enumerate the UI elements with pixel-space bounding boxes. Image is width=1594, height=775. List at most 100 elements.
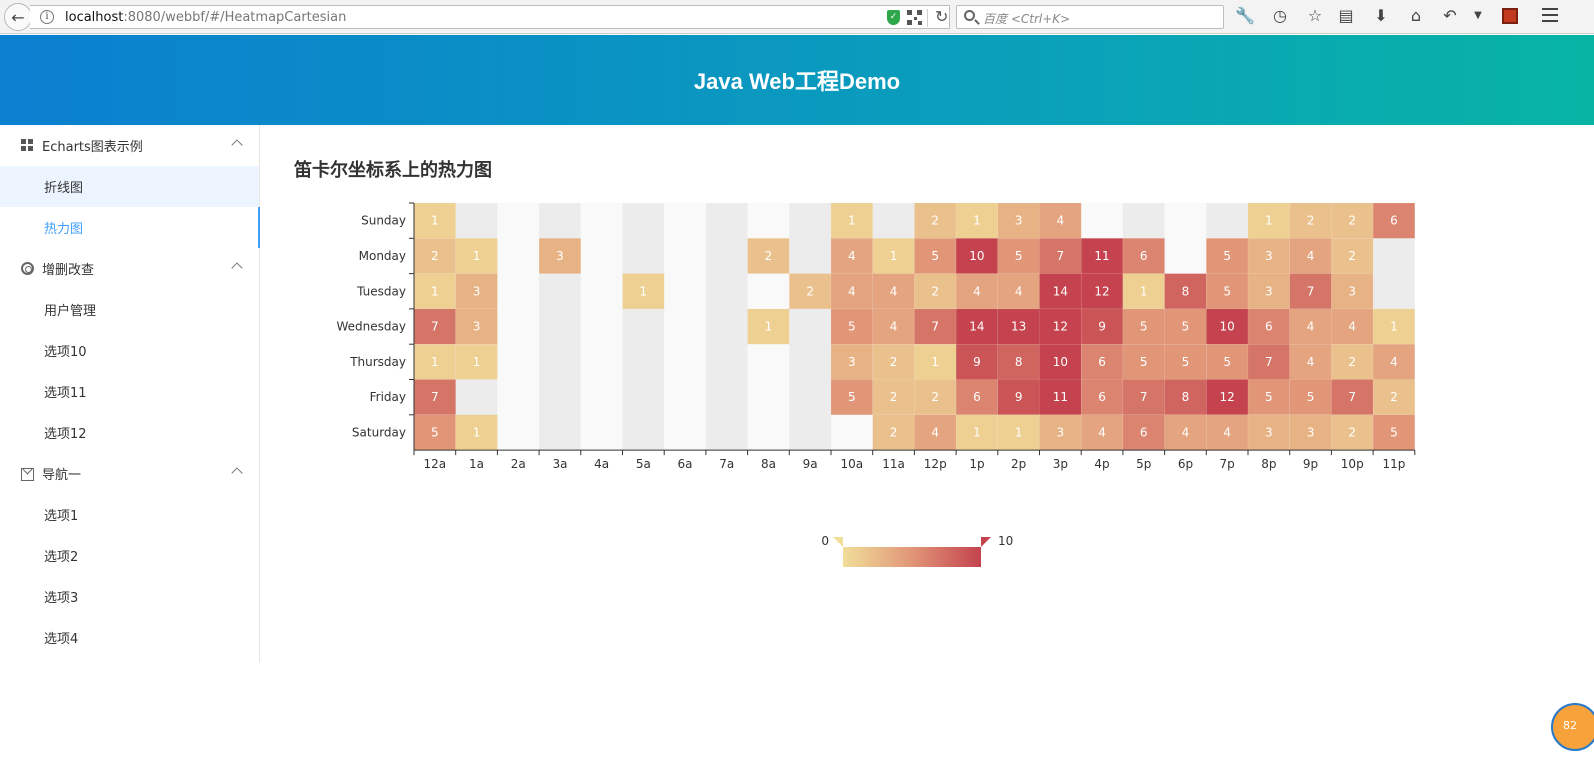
cell-label: 5	[1265, 390, 1273, 404]
cell-label: 5	[931, 249, 939, 263]
back-arrow-icon[interactable]: ←	[4, 3, 32, 31]
cell-label: 2	[806, 284, 814, 298]
heatmap-cell	[997, 202, 1040, 239]
cell-label: 11	[1053, 390, 1068, 404]
dropdown-arrow-icon[interactable]: ▼	[1474, 10, 1482, 21]
cell-label: 5	[1140, 355, 1148, 369]
heatmap-cell	[1331, 308, 1374, 345]
addon-icon[interactable]	[1502, 8, 1518, 24]
menu-group-crud[interactable]: 增删改查	[0, 248, 259, 289]
cell-label: 4	[890, 284, 898, 298]
x-tick-label: 9p	[1303, 457, 1318, 471]
cell-label: 3	[1265, 425, 1273, 439]
cell-label: 5	[1223, 355, 1231, 369]
heatmap-cell	[1247, 379, 1290, 416]
menu-item-user-management[interactable]: 用户管理	[0, 289, 259, 330]
y-tick-label: Friday	[370, 390, 406, 404]
cell-label: 3	[1057, 425, 1065, 439]
heatmap-cell	[1372, 343, 1416, 380]
menu-item-option1[interactable]: 选项1	[0, 494, 259, 535]
search-bar[interactable]: 百度 <Ctrl+K>	[956, 5, 1224, 29]
undo-icon[interactable]: ↶	[1443, 6, 1457, 25]
menu-item-heatmap[interactable]: 热力图	[0, 207, 260, 248]
cell-label: 6	[1140, 249, 1148, 263]
heatmap-cell	[1164, 308, 1207, 345]
cell-label: 2	[1348, 425, 1356, 439]
cell-label: 2	[931, 284, 939, 298]
cell-label: 5	[1015, 249, 1023, 263]
hamburger-menu-icon[interactable]	[1542, 8, 1558, 22]
menu-group-label: 增删改查	[42, 263, 95, 278]
cell-label: 4	[973, 284, 981, 298]
cell-label: 3	[1265, 284, 1273, 298]
shield-icon[interactable]: ✓	[887, 10, 900, 25]
address-bar[interactable]: i localhost:8080/webbf/#/HeatmapCartesia…	[30, 5, 950, 29]
badge-text: 82	[1563, 719, 1577, 732]
x-tick-label: 7a	[719, 457, 734, 471]
cell-label: 3	[848, 355, 856, 369]
cell-label: 5	[1307, 390, 1315, 404]
menu-item-line-chart[interactable]: 折线图	[0, 166, 259, 207]
heatmap-cell	[1080, 379, 1124, 416]
menu-item-label: 热力图	[44, 222, 84, 237]
x-tick-label: 2p	[1011, 457, 1026, 471]
cell-label: 2	[1348, 355, 1356, 369]
heatmap-cell	[1289, 202, 1332, 239]
menu-group-label: 导航一	[42, 468, 82, 483]
heatmap-cell	[413, 273, 456, 310]
cell-label: 7	[1265, 355, 1273, 369]
heatmap-cell	[455, 273, 498, 310]
menu-group-nav1[interactable]: 导航一	[0, 453, 259, 494]
cell-label: 8	[1015, 355, 1023, 369]
cell-label: 3	[473, 320, 481, 334]
menu-item-option12[interactable]: 选项12	[0, 412, 259, 453]
heatmap-cell	[1331, 202, 1374, 239]
y-tick-label: Tuesday	[356, 284, 406, 298]
cell-label: 5	[1223, 284, 1231, 298]
x-tick-label: 11p	[1383, 457, 1406, 471]
mail-icon	[21, 468, 34, 481]
wrench-icon[interactable]: 🔧	[1235, 6, 1255, 25]
visual-map-max-label: 10	[998, 534, 1013, 548]
browser-toolbar: ← i localhost:8080/webbf/#/HeatmapCartes…	[0, 0, 1594, 34]
cell-label: 2	[890, 355, 898, 369]
heatmap-cell	[1122, 414, 1165, 451]
cell-label: 1	[431, 355, 439, 369]
cell-label: 7	[1140, 390, 1148, 404]
clipboard-icon[interactable]: ▤	[1338, 6, 1354, 25]
heatmap-cell	[830, 308, 873, 345]
menu-item-option3[interactable]: 选项3	[0, 576, 259, 617]
heatmap-cell	[997, 308, 1040, 345]
info-icon[interactable]: i	[40, 10, 54, 24]
bookmark-star-icon[interactable]: ☆	[1307, 6, 1323, 25]
cell-label: 8	[1182, 284, 1190, 298]
menu-item-option11[interactable]: 选项11	[0, 371, 259, 412]
cell-label: 1	[640, 284, 648, 298]
heatmap-cell	[1122, 379, 1165, 416]
menu-item-option2[interactable]: 选项2	[0, 535, 259, 576]
menu-group-echarts[interactable]: Echarts图表示例	[0, 125, 259, 166]
heatmap-cell	[1331, 379, 1374, 416]
url-text[interactable]: localhost:8080/webbf/#/HeatmapCartesian	[65, 10, 347, 25]
menu-item-option4[interactable]: 选项4	[0, 617, 259, 658]
cell-label: 7	[1057, 249, 1065, 263]
cell-label: 2	[931, 390, 939, 404]
heatmap-cell	[997, 379, 1040, 416]
x-tick-label: 2a	[511, 457, 526, 471]
menu-item-label: 选项4	[44, 632, 79, 647]
reload-icon[interactable]: ↻	[935, 7, 949, 26]
menu-item-option10[interactable]: 选项10	[0, 330, 259, 371]
history-icon[interactable]: ◷	[1273, 6, 1287, 25]
cell-label: 3	[1265, 249, 1273, 263]
visual-map-bar	[843, 547, 981, 567]
download-icon[interactable]: ⬇	[1374, 6, 1388, 25]
floating-badge[interactable]: 82	[1551, 703, 1594, 751]
home-icon[interactable]: ⌂	[1410, 6, 1422, 25]
qrcode-icon[interactable]	[907, 10, 922, 25]
heatmap-cell	[747, 238, 790, 274]
heatmap-cell	[1039, 202, 1082, 239]
visual-map-min-handle	[833, 537, 843, 547]
page-title: 笛卡尔坐标系上的热力图	[294, 160, 492, 181]
x-tick-label: 4a	[594, 457, 609, 471]
cell-label: 4	[1390, 355, 1398, 369]
